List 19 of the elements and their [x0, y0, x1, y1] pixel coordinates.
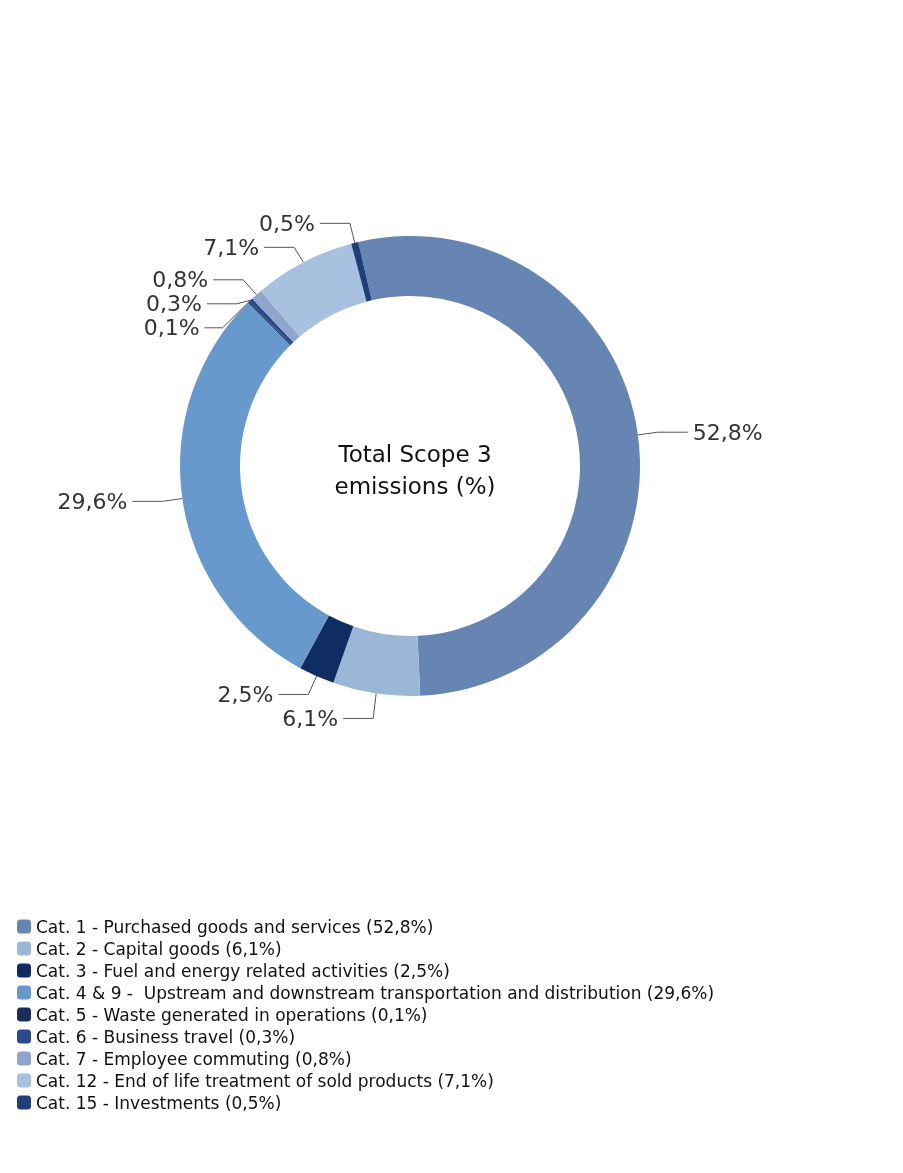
data-label: 7,1%: [203, 234, 260, 260]
legend-label: Cat. 3 - Fuel and energy related activities (2,5%): [36, 960, 450, 981]
data-label: 29,6%: [57, 488, 128, 514]
legend-label: Cat. 7 - Employee commuting (0,8%): [36, 1048, 352, 1069]
data-label: 6,1%: [282, 705, 339, 731]
text: Total Scope 3 emissions (%): [334, 441, 496, 499]
legend-label: Cat. 15 - Investments (0,5%): [36, 1092, 282, 1113]
legend-label: Cat. 4 & 9 - Upstream and downstream transportation and distribution (29,6%): [36, 982, 715, 1003]
legend-label: Cat. 2 - Capital goods (6,1%): [36, 938, 282, 959]
legend-label: Cat. 5 - Waste generated in operations (0,1%): [36, 1004, 428, 1025]
data-label: 0,3%: [145, 291, 202, 317]
data-label: 2,5%: [217, 681, 274, 707]
data-label: 0,1%: [143, 315, 200, 341]
data-label: 52,8%: [692, 419, 763, 445]
legend-label: Cat. 1 - Purchased goods and services (52,8%): [36, 916, 434, 937]
legend-label: Cat. 6 - Business travel (0,3%): [36, 1026, 296, 1047]
data-label: 0,8%: [152, 267, 209, 293]
data-label: 0,5%: [259, 210, 315, 236]
legend-label: Cat. 12 - End of life treatment of sold products (7,1%): [36, 1070, 494, 1091]
